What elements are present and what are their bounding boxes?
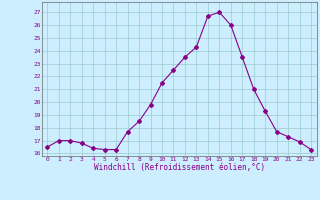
X-axis label: Windchill (Refroidissement éolien,°C): Windchill (Refroidissement éolien,°C) bbox=[94, 163, 265, 172]
